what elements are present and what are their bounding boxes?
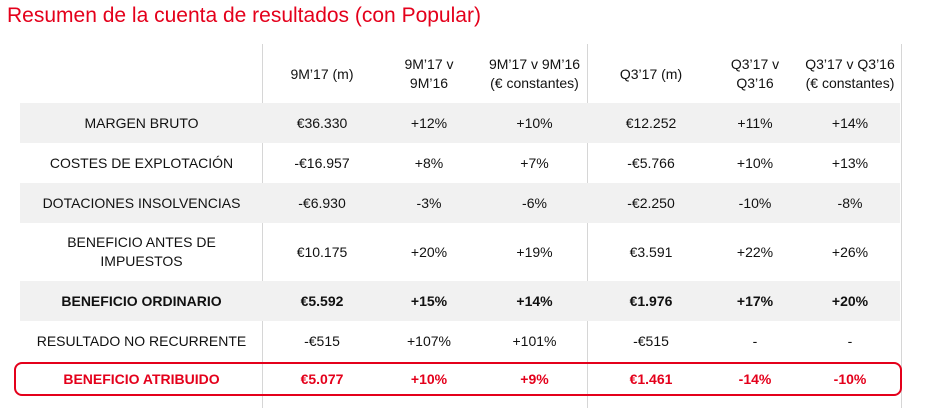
table-cell: +11% [737,114,773,131]
table-cell: +12% [410,114,448,131]
row-label: BENEFICIO ORDINARIO [61,292,222,309]
row-label: DOTACIONES INSOLVENCIAS [42,194,241,211]
table-cell: €10.175 [296,243,348,260]
table-cell: +15% [410,292,448,309]
table-cell: +10% [410,370,448,387]
column-divider [262,44,263,408]
row-label: COSTES DE EXPLOTACIÓN [49,154,234,171]
table-cell: +13% [831,154,869,171]
table-cell: €3.591 [629,243,673,260]
table-cell: +10% [516,114,553,131]
table-row-beneficio-ordinario: BENEFICIO ORDINARIO €5.592 +15% +14% €1.… [20,281,900,321]
table-cell: €12.252 [625,114,677,131]
table-cell: - [752,332,758,349]
table-cell: €36.330 [296,114,348,131]
table-cell: -€6.930 [298,194,346,211]
column-header-9m17-v-9m16: 9M’17 v 9M’16 [404,56,454,91]
table-cell: -€5.766 [627,154,675,171]
table-cell: +19% [516,243,553,260]
row-label: RESULTADO NO RECURRENTE [36,332,247,349]
table-row-dotaciones-insolvencias: DOTACIONES INSOLVENCIAS -€6.930 -3% -6% … [20,183,900,223]
column-header-9m17: 9M’17 (m) [290,65,354,82]
table-cell: -€515 [304,332,340,349]
row-label: BENEFICIO ANTES DE IMPUESTOS [67,234,216,269]
table-row-resultado-no-recurrente: RESULTADO NO RECURRENTE -€515 +107% +101… [20,321,900,361]
table-cell: -8% [837,194,863,211]
table-cell: +8% [414,154,444,171]
table-row-beneficio-atribuido: BENEFICIO ATRIBUIDO €5.077 +10% +9% €1.4… [20,361,900,397]
table-cell: -€16.957 [294,154,350,171]
row-label: MARGEN BRUTO [84,114,199,131]
page-title: Resumen de la cuenta de resultados (con … [7,4,481,27]
table-row-margen-bruto: MARGEN BRUTO €36.330 +12% +10% €12.252 +… [20,103,900,143]
table-cell: +14% [516,292,553,309]
column-divider [901,44,902,408]
column-header-9m17-v-9m16-constant: 9M’17 v 9M’16 (€ constantes) [488,56,581,91]
column-header-q317-v-q316-constant: Q3’17 v Q3’16 (€ constantes) [805,56,895,91]
table-cell: €5.592 [300,292,344,309]
column-divider [587,44,588,408]
table-row-costes-explotacion: COSTES DE EXPLOTACIÓN -€16.957 +8% +7% -… [20,143,900,183]
table-cell: €5.077 [300,370,344,387]
table-cell: €1.461 [629,370,673,387]
table-cell: -3% [416,194,442,211]
column-header-q317: Q3’17 (m) [619,65,683,82]
table-cell: - [847,332,853,349]
table-cell: +22% [736,243,774,260]
table-cell: +9% [520,370,549,387]
table-cell: -10% [833,370,867,387]
table-cell: +107% [407,332,451,349]
table-cell: +20% [831,292,869,309]
table-cell: +101% [512,332,557,349]
table-cell: -10% [738,194,772,211]
column-header-q317-v-q316: Q3’17 v Q3’16 [730,56,780,91]
table-cell: -6% [522,194,547,211]
table-cell: +26% [831,243,869,260]
table-cell: +17% [736,292,774,309]
table-cell: -€515 [633,332,669,349]
table-cell: +20% [410,243,448,260]
row-label: BENEFICIO ATRIBUIDO [63,370,220,387]
highlight-box [14,362,902,396]
table-cell: +14% [831,114,869,131]
table-cell: +7% [520,154,549,171]
table-cell: +10% [736,154,774,171]
table-cell: -€2.250 [627,194,675,211]
table-row-beneficio-antes-impuestos: BENEFICIO ANTES DE IMPUESTOS €10.175 +20… [20,223,900,281]
table-cell: €1.976 [629,292,673,309]
table-cell: -14% [738,370,772,387]
